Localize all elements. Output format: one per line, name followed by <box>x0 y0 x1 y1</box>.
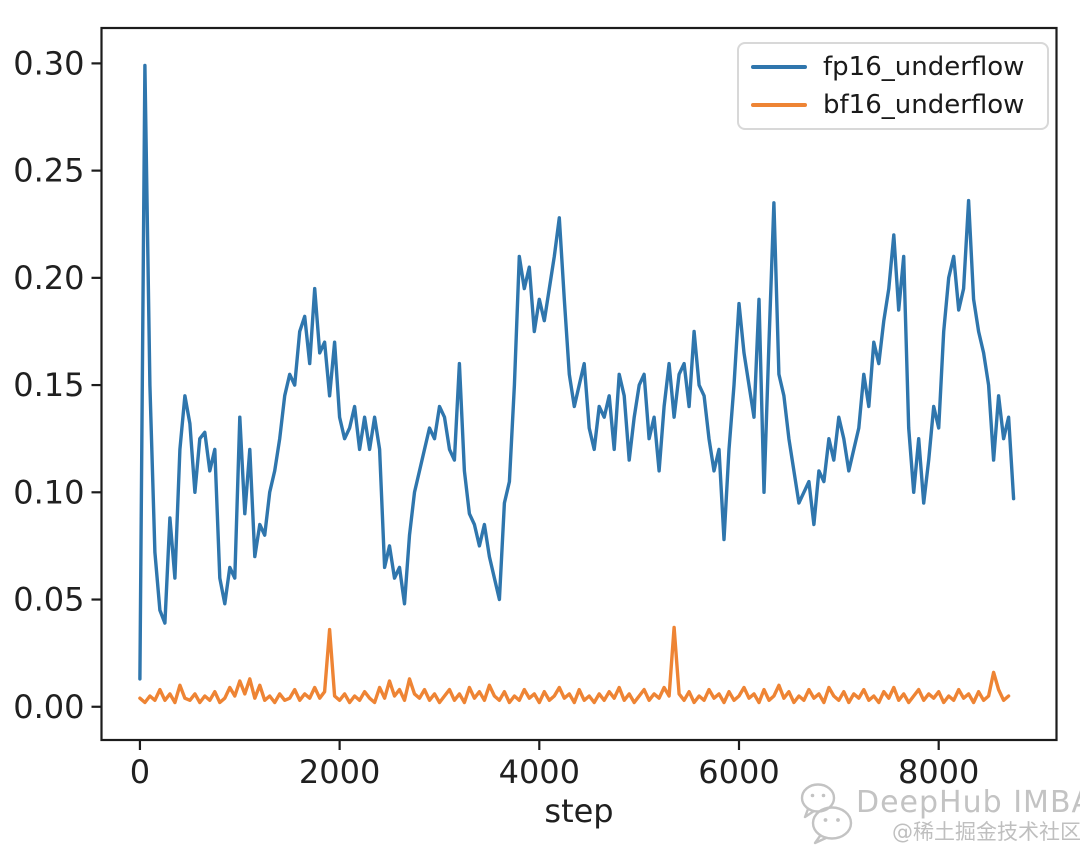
plot-border <box>100 26 1058 742</box>
x-tick-label: 4000 <box>499 753 580 791</box>
x-tick-label: 6000 <box>698 753 779 791</box>
y-tick-label: 0.15 <box>13 366 84 404</box>
wechat-icon <box>800 783 853 845</box>
watermark: DeepHub IMBA @稀土掘金技术社区 <box>798 779 1080 845</box>
fp16_underflow-line <box>138 63 1016 681</box>
x-tick-label: 8000 <box>898 753 979 791</box>
legend-item-fp16: fp16_underflow <box>751 54 1041 80</box>
watermark-title: DeepHub IMBA <box>856 785 1080 820</box>
bf16-line-swatch <box>751 103 807 107</box>
x-tick-label: 2000 <box>299 753 380 791</box>
legend-item-bf16: bf16_underflow <box>751 92 1041 118</box>
x-axis-label: step <box>544 792 614 830</box>
y-tick-label: 0.20 <box>13 259 84 297</box>
y-tick-label: 0.30 <box>13 44 84 82</box>
bf16_underflow-line <box>138 625 1011 705</box>
y-tick-label: 0.00 <box>13 688 84 726</box>
legend: fp16_underflow bf16_underflow <box>737 42 1049 130</box>
watermark-subtitle: @稀土掘金技术社区 <box>892 820 1080 844</box>
fp16-line-swatch <box>751 65 807 69</box>
y-tick-label: 0.25 <box>13 152 84 190</box>
legend-label-fp16: fp16_underflow <box>823 52 1025 82</box>
legend-label-bf16: bf16_underflow <box>823 90 1025 120</box>
y-tick-label: 0.10 <box>13 473 84 511</box>
x-tick-label: 0 <box>130 753 150 791</box>
y-tick-label: 0.05 <box>13 581 84 619</box>
